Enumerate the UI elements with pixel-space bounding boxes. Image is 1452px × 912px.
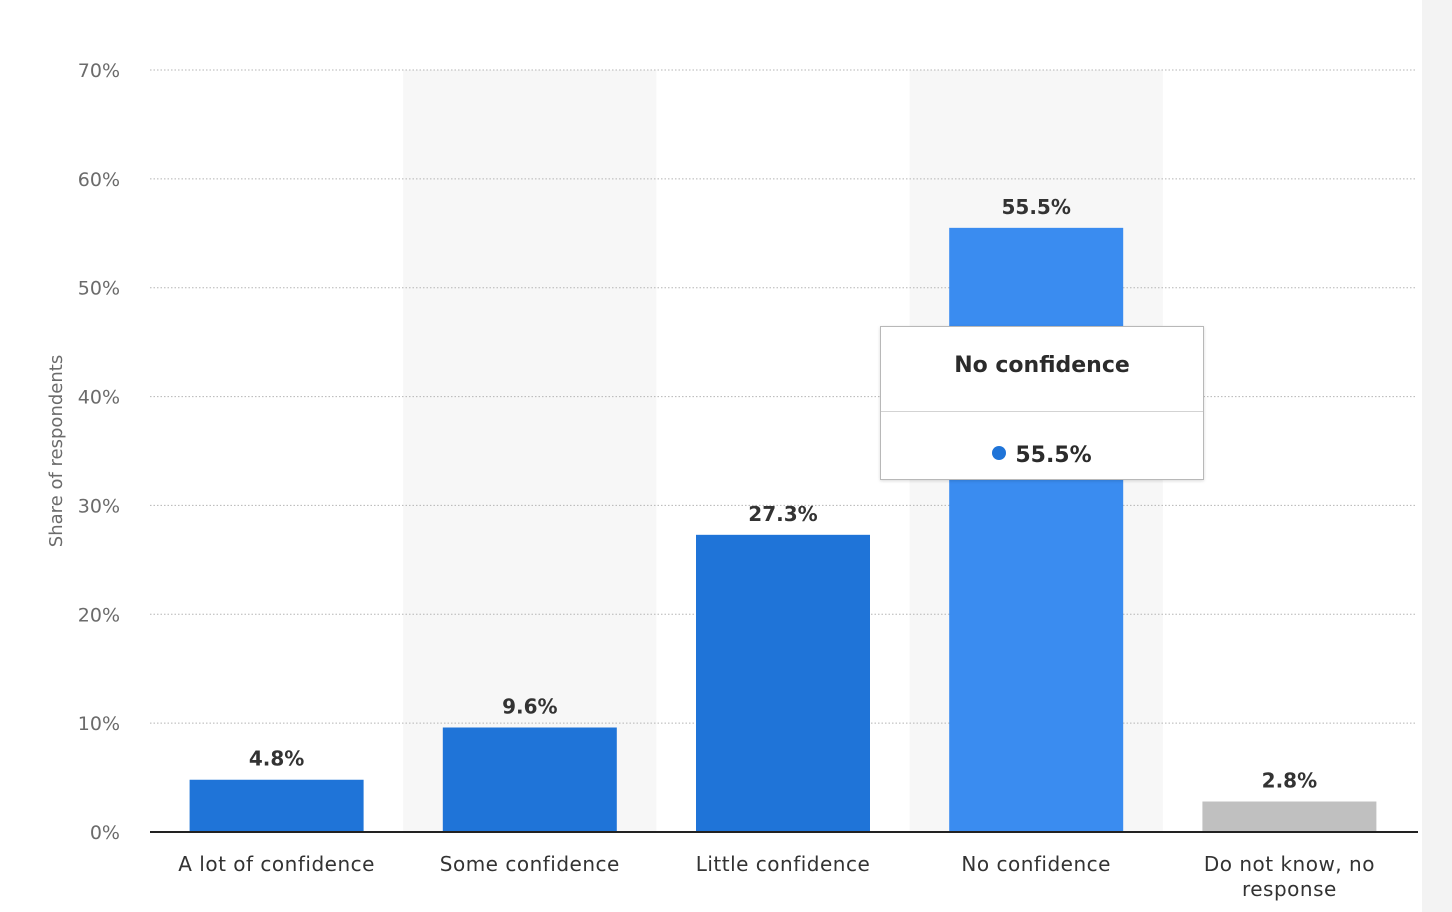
tooltip-value: 55.5% (1015, 443, 1092, 468)
x-tick-label: Some confidence (440, 852, 620, 876)
y-tick-label: 30% (78, 495, 120, 517)
data-label: 55.5% (1002, 195, 1071, 219)
bar-chart: 0% 10% 20% 30% 40% 50% 60% 70% Share of responde… (46, 60, 1418, 901)
y-tick-label: 20% (78, 604, 120, 626)
bar (949, 227, 1124, 833)
tooltip-value-row: 55.5% (881, 443, 1203, 468)
tooltip-divider (881, 411, 1203, 412)
x-tick-label: Do not know, no (1204, 852, 1375, 876)
x-tick-label: response (1242, 877, 1337, 901)
y-tick-label: 10% (78, 713, 120, 735)
y-tick-label: 60% (78, 169, 120, 191)
y-tick-label: 50% (78, 278, 120, 300)
tooltip-title: No confidence (954, 353, 1130, 378)
bar (189, 779, 364, 832)
x-tick-label: No confidence (961, 852, 1111, 876)
tooltip: No confidence 55.5% (880, 326, 1204, 480)
data-label: 2.8% (1262, 769, 1317, 793)
right-edge-strip (1422, 0, 1452, 912)
bar (1202, 801, 1377, 832)
bar (696, 534, 870, 832)
y-tick-label: 70% (78, 60, 120, 82)
x-tick-label: Little confidence (696, 852, 871, 876)
bar (442, 727, 617, 832)
y-tick-label: 40% (78, 387, 120, 409)
data-label: 27.3% (748, 502, 817, 526)
series-dot-icon (992, 446, 1007, 460)
category-band (403, 70, 657, 832)
x-tick-label: A lot of confidence (178, 852, 375, 876)
y-axis-title: Share of respondents (46, 355, 67, 547)
data-label: 4.8% (249, 747, 304, 771)
y-tick-label: 0% (90, 822, 120, 844)
data-label: 9.6% (502, 694, 557, 718)
